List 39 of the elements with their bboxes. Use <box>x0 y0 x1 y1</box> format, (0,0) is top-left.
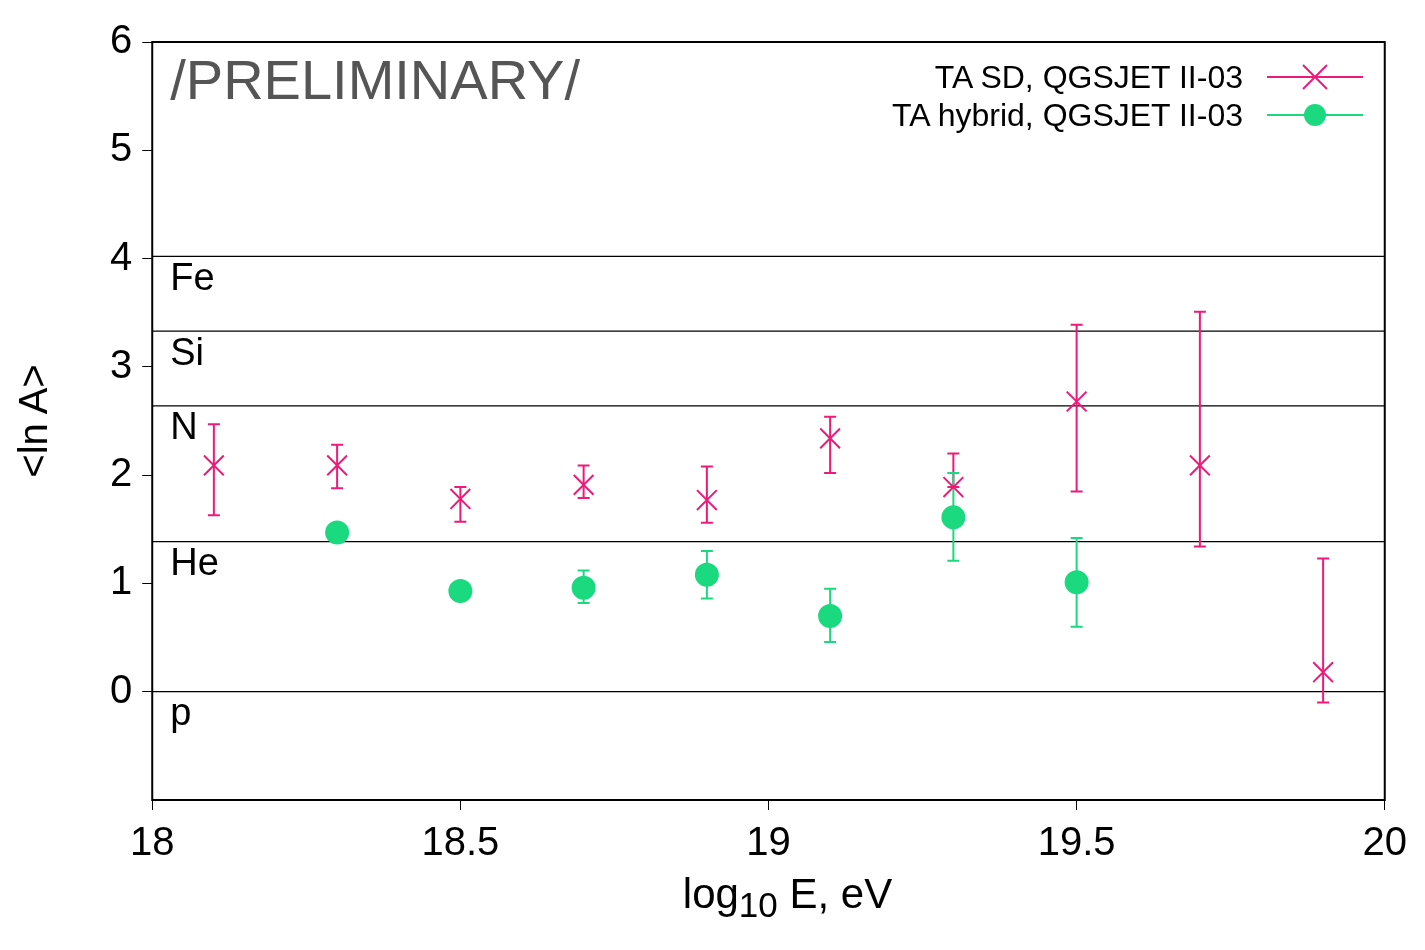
point <box>572 473 595 496</box>
ref-line-label: Si <box>170 330 205 373</box>
point <box>325 520 350 545</box>
x-tick-label: 19.5 <box>1037 819 1116 864</box>
y-tick-label: 3 <box>110 341 133 386</box>
y-tick-label: 2 <box>110 450 133 495</box>
x-tick-label: 18 <box>130 819 175 864</box>
point <box>1065 390 1088 413</box>
annotation: /PRELIMINARY/ <box>170 48 581 112</box>
point <box>819 427 842 450</box>
point <box>1188 454 1211 477</box>
x-tick-label: 18.5 <box>421 819 500 864</box>
legend-label: TA hybrid, QGSJET II-03 <box>892 96 1243 134</box>
ref-line-label: Fe <box>170 255 215 298</box>
point <box>1064 570 1089 595</box>
ref-line-label: He <box>170 541 219 584</box>
y-tick-label: 5 <box>110 125 133 170</box>
point <box>571 575 596 600</box>
point <box>1312 661 1335 684</box>
point <box>818 603 843 628</box>
point <box>326 454 349 477</box>
y-axis-title: <ln A> <box>11 364 56 478</box>
y-tick-label: 6 <box>110 17 133 62</box>
point <box>941 505 966 530</box>
point <box>448 579 473 604</box>
point <box>202 454 225 477</box>
ref-line-label: p <box>170 691 192 734</box>
point <box>694 562 719 587</box>
point <box>942 476 965 498</box>
point <box>449 488 472 510</box>
ref-line-label: N <box>170 405 198 448</box>
y-tick-label: 1 <box>110 558 133 603</box>
y-tick-label: 0 <box>110 666 133 711</box>
point <box>695 489 718 511</box>
x-tick-label: 19 <box>746 819 791 864</box>
legend-label: TA SD, QGSJET II-03 <box>934 58 1243 96</box>
x-tick-label: 20 <box>1362 819 1407 864</box>
x-axis-title: log$_{10}$ E, eV <box>681 870 894 926</box>
y-tick-label: 4 <box>110 233 133 278</box>
